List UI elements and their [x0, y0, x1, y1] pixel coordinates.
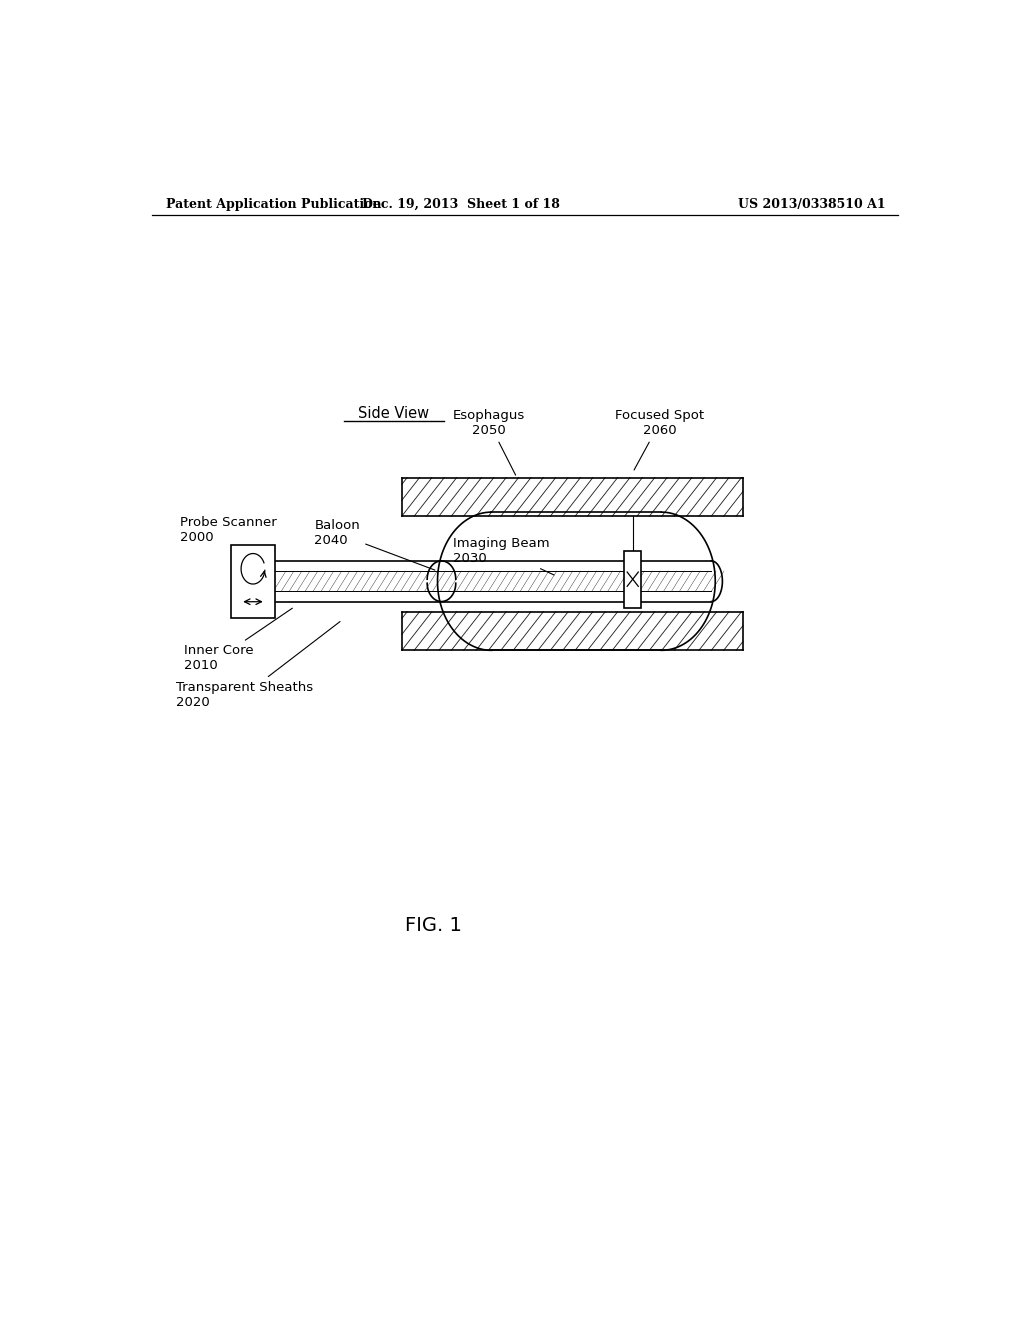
FancyBboxPatch shape	[624, 550, 641, 607]
FancyBboxPatch shape	[231, 545, 274, 618]
Text: Baloon
2040: Baloon 2040	[314, 520, 435, 570]
Text: Esophagus
2050: Esophagus 2050	[453, 409, 525, 475]
Text: US 2013/0338510 A1: US 2013/0338510 A1	[738, 198, 886, 211]
Text: FIG. 1: FIG. 1	[406, 916, 462, 936]
Text: Patent Application Publication: Patent Application Publication	[166, 198, 382, 211]
Text: Probe Scanner
2000: Probe Scanner 2000	[179, 516, 276, 558]
Text: Side View: Side View	[358, 405, 429, 421]
Text: Transparent Sheaths
2020: Transparent Sheaths 2020	[176, 622, 340, 709]
Text: Imaging Beam
2030: Imaging Beam 2030	[454, 537, 554, 576]
Text: Focused Spot
2060: Focused Spot 2060	[615, 409, 705, 470]
Text: Dec. 19, 2013  Sheet 1 of 18: Dec. 19, 2013 Sheet 1 of 18	[362, 198, 560, 211]
Text: Inner Core
2010: Inner Core 2010	[183, 609, 293, 672]
